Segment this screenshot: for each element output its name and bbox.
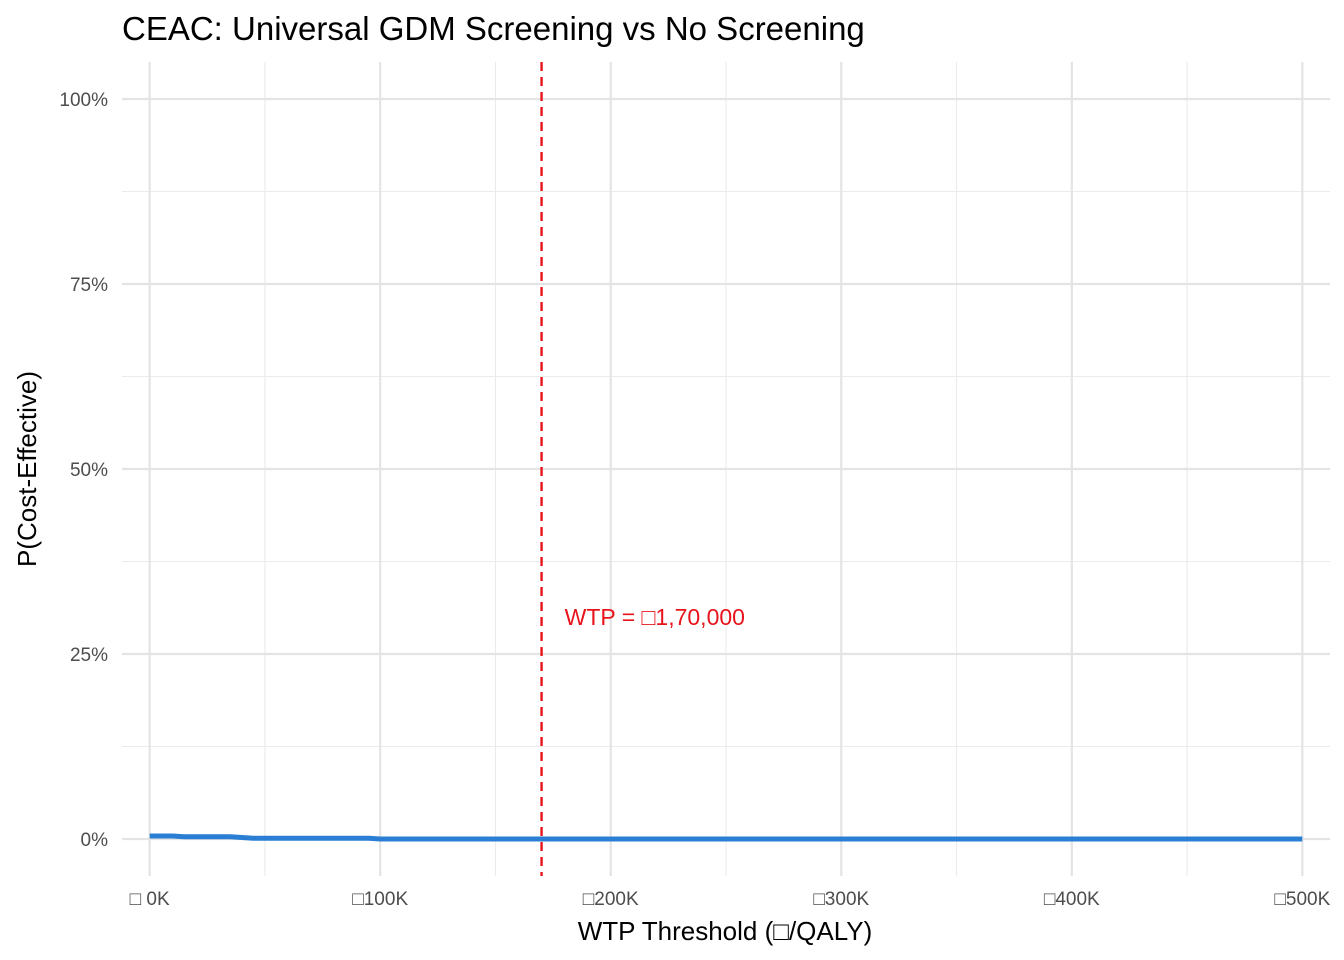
x-axis-title: WTP Threshold (□/QALY) xyxy=(578,916,873,946)
x-tick-label: □500K xyxy=(1274,889,1330,910)
y-tick-label: 0% xyxy=(81,830,109,851)
y-tick-label: 75% xyxy=(70,275,108,296)
chart-title: CEAC: Universal GDM Screening vs No Scre… xyxy=(122,10,865,47)
x-tick-label: □100K xyxy=(352,889,408,910)
y-axis-title: P(Cost-Effective) xyxy=(12,371,42,567)
wtp-threshold-label: WTP = □1,70,000 xyxy=(565,604,745,630)
x-tick-label: □ 0K xyxy=(130,889,170,910)
y-axis-ticks: 0% 25% 50% 75% 100% xyxy=(59,90,108,851)
y-tick-label: 100% xyxy=(59,90,108,111)
x-tick-label: □300K xyxy=(813,889,869,910)
y-tick-label: 50% xyxy=(70,460,108,481)
x-tick-label: □400K xyxy=(1044,889,1100,910)
ceac-series-line xyxy=(149,833,1303,842)
series-layer xyxy=(149,833,1303,842)
y-tick-label: 25% xyxy=(70,645,108,666)
grid-layer xyxy=(122,62,1330,876)
x-axis-ticks: □ 0K □100K □200K □300K □400K □500K xyxy=(130,889,1331,910)
x-tick-label: □200K xyxy=(583,889,639,910)
annotation-layer: WTP = □1,70,000 xyxy=(540,62,745,876)
